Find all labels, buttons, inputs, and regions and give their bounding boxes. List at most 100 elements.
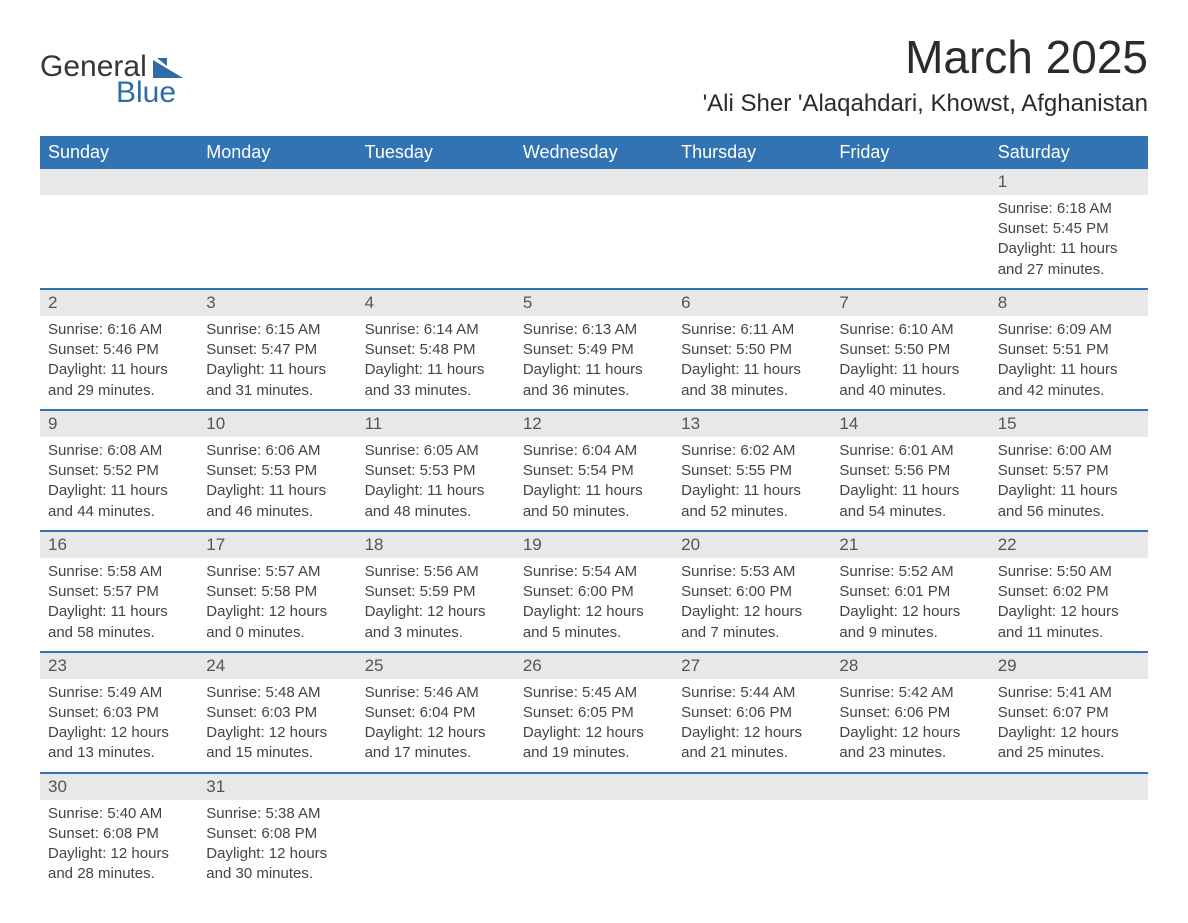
day-number-cell: 16 <box>40 531 198 558</box>
logo: General Blue <box>40 30 183 110</box>
day-detail-cell: Sunrise: 6:15 AM Sunset: 5:47 PM Dayligh… <box>198 316 356 410</box>
day-number-cell: 11 <box>357 410 515 437</box>
day-detail-cell <box>831 195 989 289</box>
day-detail-cell: Sunrise: 5:57 AM Sunset: 5:58 PM Dayligh… <box>198 558 356 652</box>
day-number-row: 9101112131415 <box>40 410 1148 437</box>
day-detail-cell <box>673 800 831 893</box>
day-number-cell: 5 <box>515 289 673 316</box>
col-saturday: Saturday <box>990 136 1148 169</box>
day-number-cell: 2 <box>40 289 198 316</box>
day-number-cell <box>198 169 356 195</box>
day-number-cell: 12 <box>515 410 673 437</box>
calendar-body: 1 Sunrise: 6:18 AM Sunset: 5:45 PM Dayli… <box>40 169 1148 893</box>
day-number-cell <box>831 773 989 800</box>
weekday-header-row: Sunday Monday Tuesday Wednesday Thursday… <box>40 136 1148 169</box>
day-number-cell <box>515 169 673 195</box>
day-detail-cell: Sunrise: 6:18 AM Sunset: 5:45 PM Dayligh… <box>990 195 1148 289</box>
day-detail-cell: Sunrise: 5:42 AM Sunset: 6:06 PM Dayligh… <box>831 679 989 773</box>
day-number-cell: 19 <box>515 531 673 558</box>
day-number-cell: 1 <box>990 169 1148 195</box>
day-number-cell: 30 <box>40 773 198 800</box>
day-detail-cell: Sunrise: 5:53 AM Sunset: 6:00 PM Dayligh… <box>673 558 831 652</box>
day-detail-cell: Sunrise: 5:40 AM Sunset: 6:08 PM Dayligh… <box>40 800 198 893</box>
day-detail-cell: Sunrise: 5:58 AM Sunset: 5:57 PM Dayligh… <box>40 558 198 652</box>
day-detail-cell: Sunrise: 6:16 AM Sunset: 5:46 PM Dayligh… <box>40 316 198 410</box>
day-number-cell <box>673 169 831 195</box>
day-number-row: 16171819202122 <box>40 531 1148 558</box>
day-number-cell: 3 <box>198 289 356 316</box>
calendar-table: Sunday Monday Tuesday Wednesday Thursday… <box>40 136 1148 893</box>
day-detail-cell <box>831 800 989 893</box>
day-number-cell: 28 <box>831 652 989 679</box>
day-detail-cell <box>990 800 1148 893</box>
day-number-cell <box>40 169 198 195</box>
day-detail-cell: Sunrise: 5:52 AM Sunset: 6:01 PM Dayligh… <box>831 558 989 652</box>
day-number-cell: 21 <box>831 531 989 558</box>
day-number-cell <box>990 773 1148 800</box>
day-number-cell: 6 <box>673 289 831 316</box>
day-detail-cell: Sunrise: 5:41 AM Sunset: 6:07 PM Dayligh… <box>990 679 1148 773</box>
day-detail-cell <box>357 195 515 289</box>
day-number-row: 3031 <box>40 773 1148 800</box>
day-number-cell: 22 <box>990 531 1148 558</box>
day-detail-cell: Sunrise: 5:46 AM Sunset: 6:04 PM Dayligh… <box>357 679 515 773</box>
day-detail-cell: Sunrise: 6:05 AM Sunset: 5:53 PM Dayligh… <box>357 437 515 531</box>
day-number-cell <box>831 169 989 195</box>
day-number-cell: 17 <box>198 531 356 558</box>
day-detail-row: Sunrise: 6:08 AM Sunset: 5:52 PM Dayligh… <box>40 437 1148 531</box>
day-number-cell <box>357 169 515 195</box>
day-number-cell: 27 <box>673 652 831 679</box>
day-detail-cell: Sunrise: 5:38 AM Sunset: 6:08 PM Dayligh… <box>198 800 356 893</box>
day-detail-cell: Sunrise: 6:14 AM Sunset: 5:48 PM Dayligh… <box>357 316 515 410</box>
month-title: March 2025 <box>703 30 1148 84</box>
col-sunday: Sunday <box>40 136 198 169</box>
day-detail-cell: Sunrise: 5:54 AM Sunset: 6:00 PM Dayligh… <box>515 558 673 652</box>
title-block: March 2025 'Ali Sher 'Alaqahdari, Khowst… <box>703 30 1148 118</box>
day-number-cell: 14 <box>831 410 989 437</box>
day-detail-cell: Sunrise: 5:56 AM Sunset: 5:59 PM Dayligh… <box>357 558 515 652</box>
day-number-row: 1 <box>40 169 1148 195</box>
day-detail-row: Sunrise: 5:40 AM Sunset: 6:08 PM Dayligh… <box>40 800 1148 893</box>
day-number-cell: 24 <box>198 652 356 679</box>
day-number-cell: 10 <box>198 410 356 437</box>
col-tuesday: Tuesday <box>357 136 515 169</box>
day-detail-cell: Sunrise: 6:11 AM Sunset: 5:50 PM Dayligh… <box>673 316 831 410</box>
day-detail-cell: Sunrise: 5:49 AM Sunset: 6:03 PM Dayligh… <box>40 679 198 773</box>
day-detail-cell <box>357 800 515 893</box>
day-detail-cell: Sunrise: 6:10 AM Sunset: 5:50 PM Dayligh… <box>831 316 989 410</box>
day-number-cell: 8 <box>990 289 1148 316</box>
day-detail-cell: Sunrise: 5:48 AM Sunset: 6:03 PM Dayligh… <box>198 679 356 773</box>
day-number-cell: 29 <box>990 652 1148 679</box>
day-detail-cell: Sunrise: 6:09 AM Sunset: 5:51 PM Dayligh… <box>990 316 1148 410</box>
day-detail-cell: Sunrise: 5:45 AM Sunset: 6:05 PM Dayligh… <box>515 679 673 773</box>
day-detail-cell: Sunrise: 6:01 AM Sunset: 5:56 PM Dayligh… <box>831 437 989 531</box>
location-title: 'Ali Sher 'Alaqahdari, Khowst, Afghanist… <box>703 90 1148 118</box>
day-detail-cell: Sunrise: 6:13 AM Sunset: 5:49 PM Dayligh… <box>515 316 673 410</box>
day-number-cell <box>673 773 831 800</box>
day-detail-cell: Sunrise: 6:04 AM Sunset: 5:54 PM Dayligh… <box>515 437 673 531</box>
day-detail-row: Sunrise: 5:49 AM Sunset: 6:03 PM Dayligh… <box>40 679 1148 773</box>
day-number-cell <box>357 773 515 800</box>
col-wednesday: Wednesday <box>515 136 673 169</box>
day-number-cell: 31 <box>198 773 356 800</box>
day-detail-cell <box>198 195 356 289</box>
day-detail-row: Sunrise: 6:16 AM Sunset: 5:46 PM Dayligh… <box>40 316 1148 410</box>
day-detail-cell: Sunrise: 5:44 AM Sunset: 6:06 PM Dayligh… <box>673 679 831 773</box>
day-number-cell: 18 <box>357 531 515 558</box>
day-detail-cell <box>515 800 673 893</box>
day-detail-cell: Sunrise: 6:06 AM Sunset: 5:53 PM Dayligh… <box>198 437 356 531</box>
day-detail-row: Sunrise: 5:58 AM Sunset: 5:57 PM Dayligh… <box>40 558 1148 652</box>
logo-text-blue: Blue <box>116 76 183 110</box>
col-thursday: Thursday <box>673 136 831 169</box>
day-number-cell: 15 <box>990 410 1148 437</box>
day-number-cell: 23 <box>40 652 198 679</box>
col-friday: Friday <box>831 136 989 169</box>
day-detail-cell: Sunrise: 6:08 AM Sunset: 5:52 PM Dayligh… <box>40 437 198 531</box>
day-number-cell: 20 <box>673 531 831 558</box>
day-number-cell: 4 <box>357 289 515 316</box>
day-number-row: 2345678 <box>40 289 1148 316</box>
day-detail-cell <box>40 195 198 289</box>
day-number-cell: 26 <box>515 652 673 679</box>
day-number-cell: 7 <box>831 289 989 316</box>
day-detail-cell <box>673 195 831 289</box>
